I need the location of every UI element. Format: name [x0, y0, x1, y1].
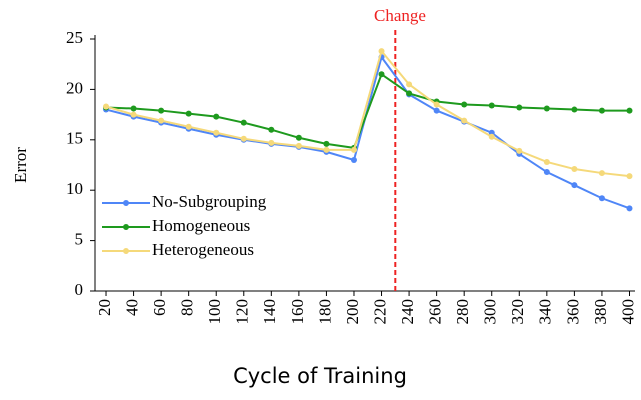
point — [213, 129, 220, 136]
point — [158, 107, 165, 114]
x-tick-label: 160 — [288, 299, 307, 325]
point — [213, 113, 220, 120]
point — [626, 205, 633, 212]
point — [598, 107, 605, 114]
y-axis-title: Error — [11, 147, 30, 183]
x-tick-label: 100 — [205, 299, 224, 325]
point — [350, 156, 357, 163]
point — [571, 166, 578, 173]
point — [516, 147, 523, 154]
x-tick-label: 300 — [481, 299, 500, 325]
point — [130, 111, 137, 118]
point — [488, 102, 495, 109]
legend-label: Homogeneous — [152, 216, 250, 235]
point — [185, 110, 192, 117]
point — [378, 71, 385, 78]
x-tick-label: 280 — [453, 299, 472, 325]
point — [433, 101, 440, 108]
x-tick-label: 20 — [95, 299, 114, 316]
point — [378, 48, 385, 55]
y-tick-label: 5 — [75, 230, 84, 249]
point — [268, 126, 275, 133]
point — [571, 182, 578, 189]
series-line — [105, 72, 630, 149]
x-tick-label: 220 — [370, 299, 389, 325]
y-tick-label: 15 — [66, 129, 83, 148]
point — [295, 142, 302, 149]
point — [461, 101, 468, 108]
point — [461, 117, 468, 124]
point — [598, 195, 605, 202]
legend-marker — [123, 224, 129, 230]
point — [626, 173, 633, 180]
y-tick-label: 20 — [66, 78, 83, 97]
x-tick-label: 60 — [150, 299, 169, 316]
point — [626, 107, 633, 114]
x-tick-label: 380 — [591, 299, 610, 325]
point — [158, 117, 165, 124]
point — [488, 133, 495, 140]
point — [406, 90, 413, 97]
legend-marker — [123, 200, 129, 206]
series-line — [105, 48, 630, 178]
point — [130, 105, 137, 112]
point — [323, 140, 330, 147]
legend-label: No-Subgrouping — [152, 192, 267, 211]
point — [571, 106, 578, 113]
legend-label: Heterogeneous — [152, 240, 254, 259]
x-axis-title: Cycle of Training — [233, 364, 407, 388]
point — [323, 146, 330, 153]
x-tick-label: 80 — [178, 299, 197, 316]
x-tick-label: 340 — [536, 299, 555, 325]
x-tick-label: 260 — [426, 299, 445, 325]
point — [185, 123, 192, 130]
x-tick-label: 240 — [398, 299, 417, 325]
point — [240, 135, 247, 142]
x-tick-label: 400 — [618, 299, 637, 325]
x-tick-label: 200 — [343, 299, 362, 325]
point — [543, 158, 550, 165]
point — [433, 107, 440, 114]
y-tick-label: 10 — [66, 179, 83, 198]
legend-marker — [123, 248, 129, 254]
y-tick-label: 0 — [75, 280, 84, 299]
x-tick-label: 360 — [563, 299, 582, 325]
point — [103, 103, 110, 110]
point — [543, 105, 550, 112]
series-line — [105, 54, 630, 210]
point — [516, 104, 523, 111]
x-tick-label: 120 — [233, 299, 252, 325]
x-tick-label: 140 — [260, 299, 279, 325]
y-tick-label: 25 — [66, 28, 83, 47]
point — [543, 169, 550, 176]
x-tick-label: 40 — [122, 299, 141, 316]
point — [295, 134, 302, 141]
point — [406, 81, 413, 88]
change-annotation: Change — [374, 6, 426, 25]
point — [350, 146, 357, 153]
point — [240, 119, 247, 126]
x-tick-label: 180 — [315, 299, 334, 325]
point — [598, 170, 605, 177]
point — [268, 139, 275, 146]
x-tick-label: 320 — [508, 299, 527, 325]
